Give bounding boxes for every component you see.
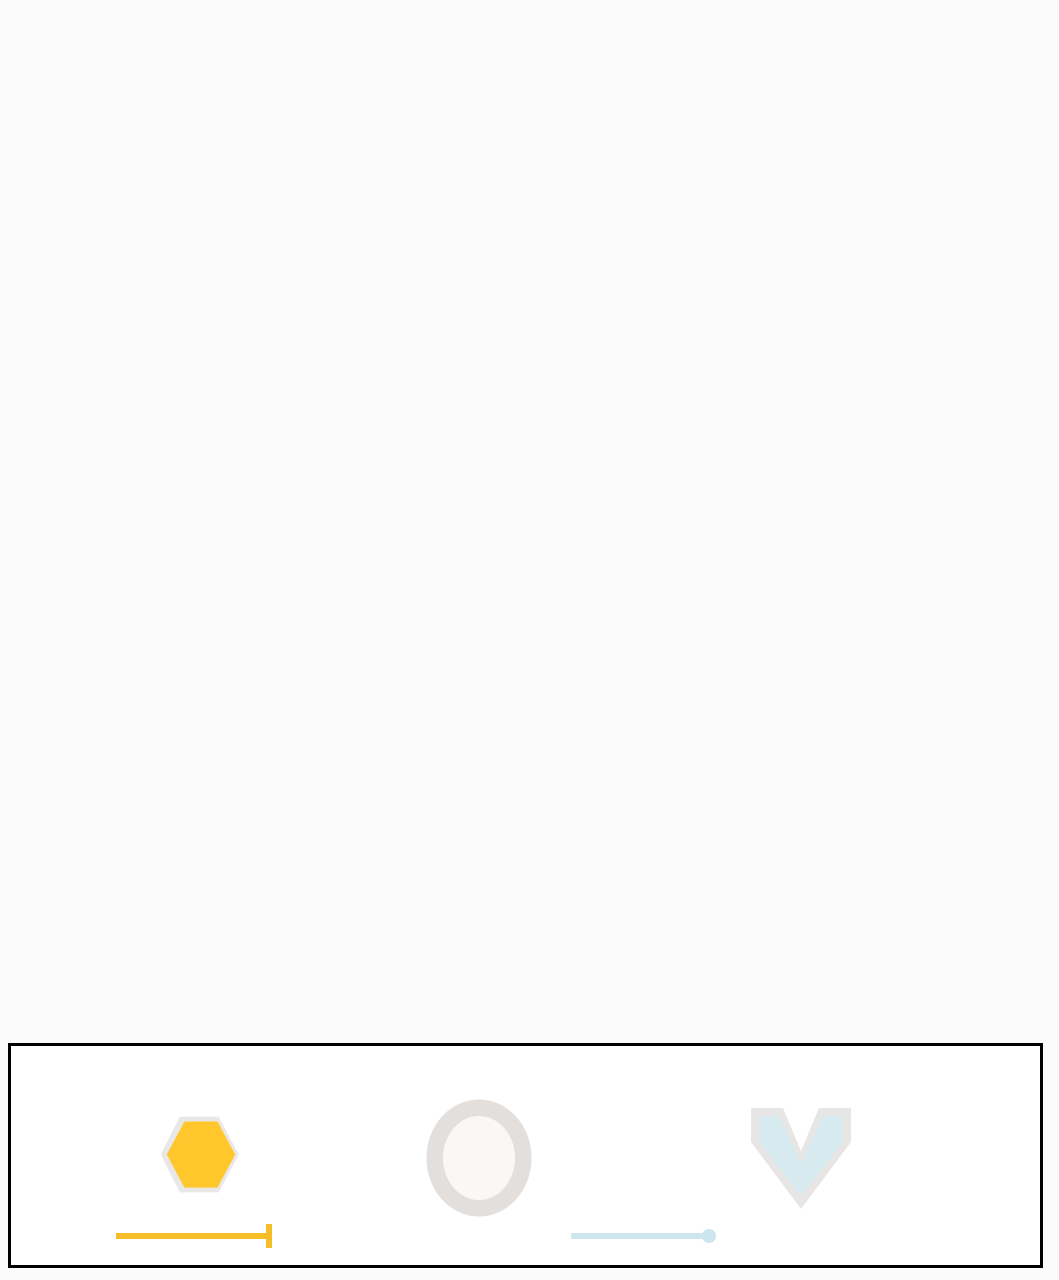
legend-drug-shape [160,1116,239,1193]
network-graph [0,0,1059,990]
legend-graphics [116,1099,851,1248]
legend-box [8,1043,1043,1268]
legend-antibody-edge [571,1229,716,1243]
network-canvas[interactable] [0,0,1059,990]
legend-antibody-shape [751,1108,851,1209]
legend-gene-shape [426,1099,532,1217]
legend-drug-edge [116,1224,272,1248]
